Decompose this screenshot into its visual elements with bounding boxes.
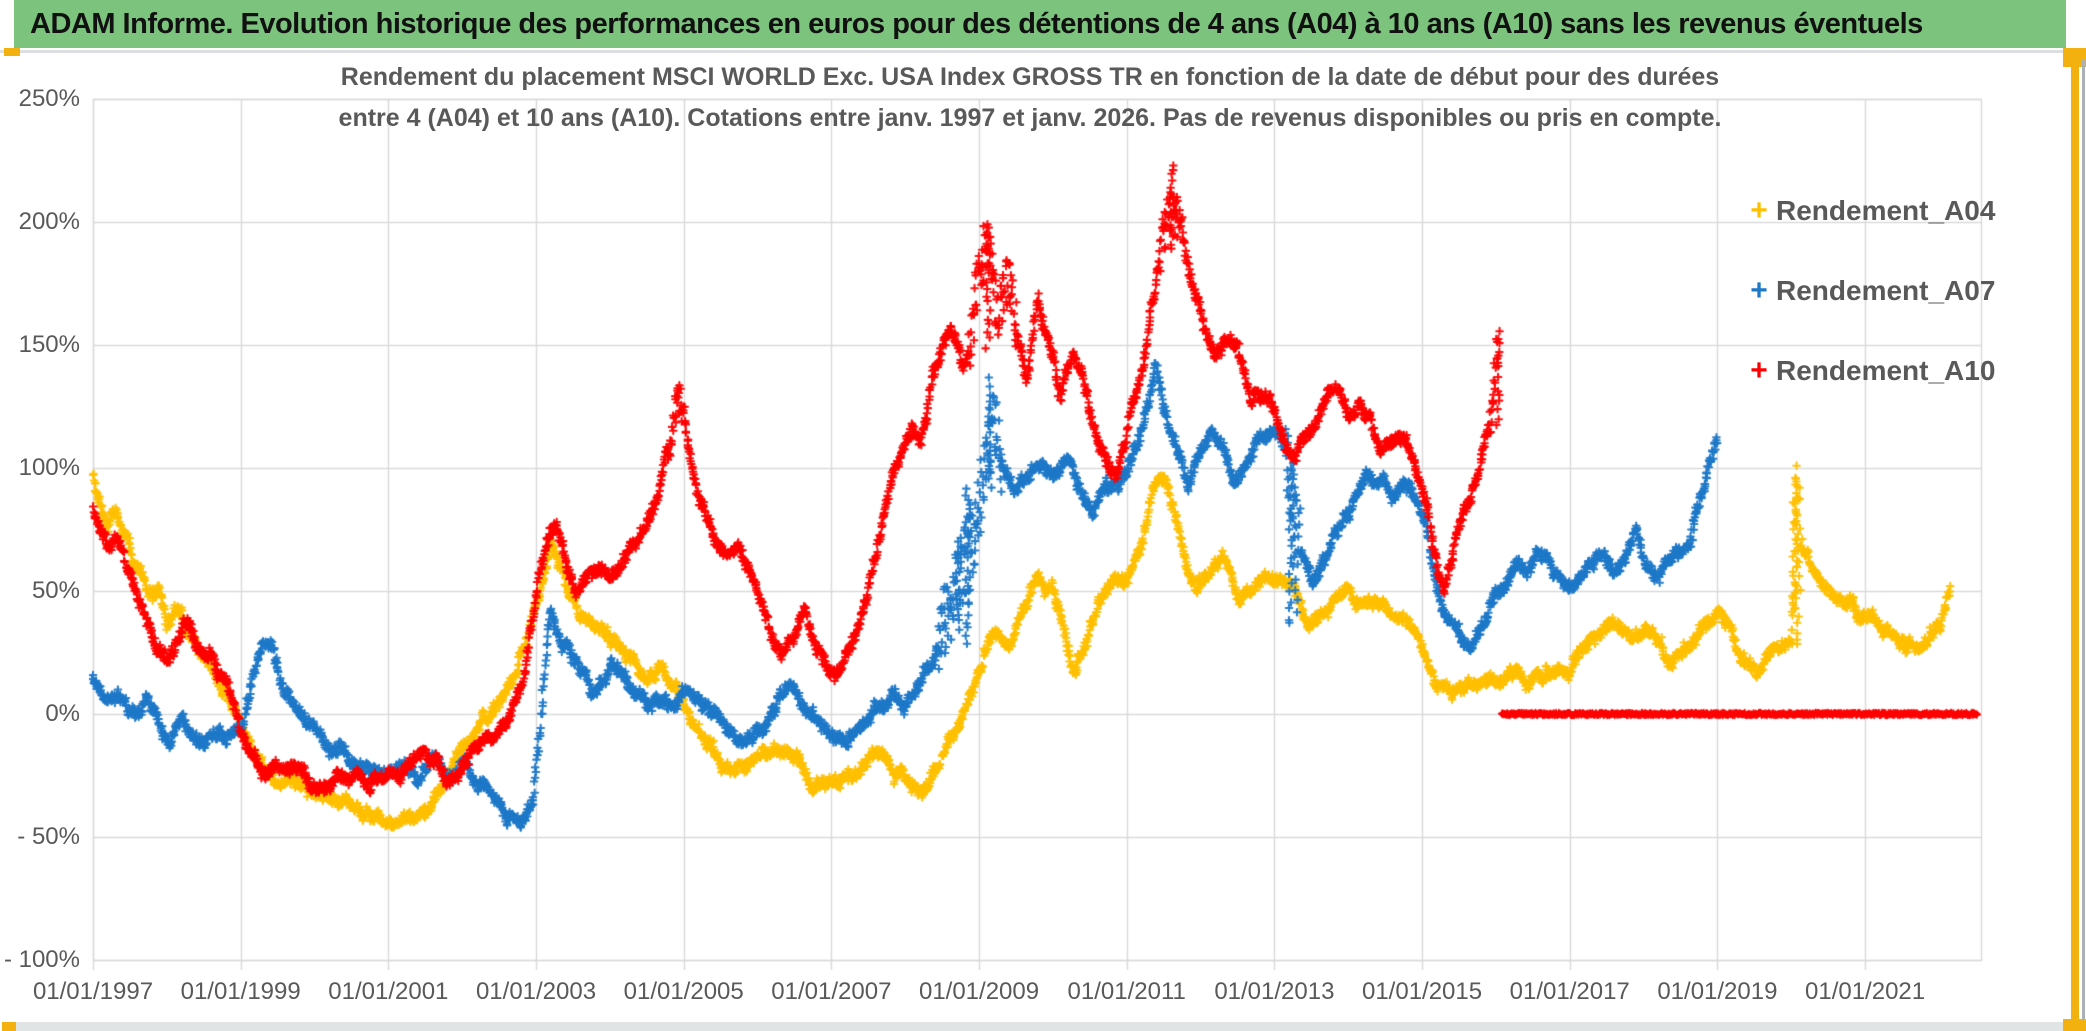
chart-subtitle: Rendement du placement MSCI WORLD Exc. U… bbox=[330, 57, 1730, 139]
x-tick-label: 01/01/2003 bbox=[475, 978, 597, 1005]
legend-plus-marker-icon: + bbox=[1750, 194, 1768, 227]
legend-item[interactable]: + Rendement_A04 bbox=[1742, 192, 1995, 230]
x-tick-label: 01/01/2001 bbox=[328, 978, 449, 1005]
x-tick-label: 01/01/2013 bbox=[1214, 978, 1335, 1005]
chart-legend: + Rendement_A04 + Rendement_A07 + Rendement_A… bbox=[1742, 192, 1995, 432]
legend-plus-marker-icon: + bbox=[1750, 354, 1768, 387]
x-tick-label: 01/01/2019 bbox=[1657, 978, 1778, 1005]
x-tick-label: 01/01/2007 bbox=[771, 978, 892, 1005]
chart-subtitle-line1: Rendement du placement MSCI WORLD Exc. U… bbox=[340, 63, 1720, 91]
y-tick-label: 250% bbox=[18, 85, 80, 112]
legend-label: Rendement_A10 bbox=[1776, 355, 1996, 386]
legend-label: Rendement_A04 bbox=[1776, 195, 1996, 226]
y-tick-label: - 100% bbox=[3, 946, 80, 973]
legend-label: Rendement_A07 bbox=[1776, 275, 1996, 306]
x-tick-label: 01/01/1997 bbox=[32, 978, 154, 1005]
legend-plus-marker-icon: + bbox=[1750, 274, 1768, 307]
legend-item[interactable]: + Rendement_A07 bbox=[1742, 272, 1995, 310]
x-tick-label: 01/01/2009 bbox=[918, 978, 1040, 1005]
y-tick-label: 150% bbox=[18, 331, 80, 358]
x-tick-label: 01/01/2017 bbox=[1509, 978, 1630, 1005]
x-tick-label: 01/01/2021 bbox=[1805, 978, 1926, 1005]
chart-subtitle-line2: entre 4 (A04) et 10 ans (A10). Cotations… bbox=[338, 104, 1722, 132]
y-tick-label: 0% bbox=[45, 700, 80, 727]
x-tick-label: 01/01/2015 bbox=[1361, 978, 1483, 1005]
y-tick-label: 200% bbox=[18, 208, 80, 235]
y-tick-label: 50% bbox=[31, 577, 80, 604]
x-tick-label: 01/01/2005 bbox=[623, 978, 744, 1005]
legend-item[interactable]: + Rendement_A10 bbox=[1742, 352, 1995, 390]
x-tick-label: 01/01/2011 bbox=[1067, 978, 1186, 1005]
x-tick-label: 01/01/1999 bbox=[180, 978, 301, 1005]
y-tick-label: 100% bbox=[18, 454, 80, 481]
y-tick-label: - 50% bbox=[17, 823, 80, 850]
